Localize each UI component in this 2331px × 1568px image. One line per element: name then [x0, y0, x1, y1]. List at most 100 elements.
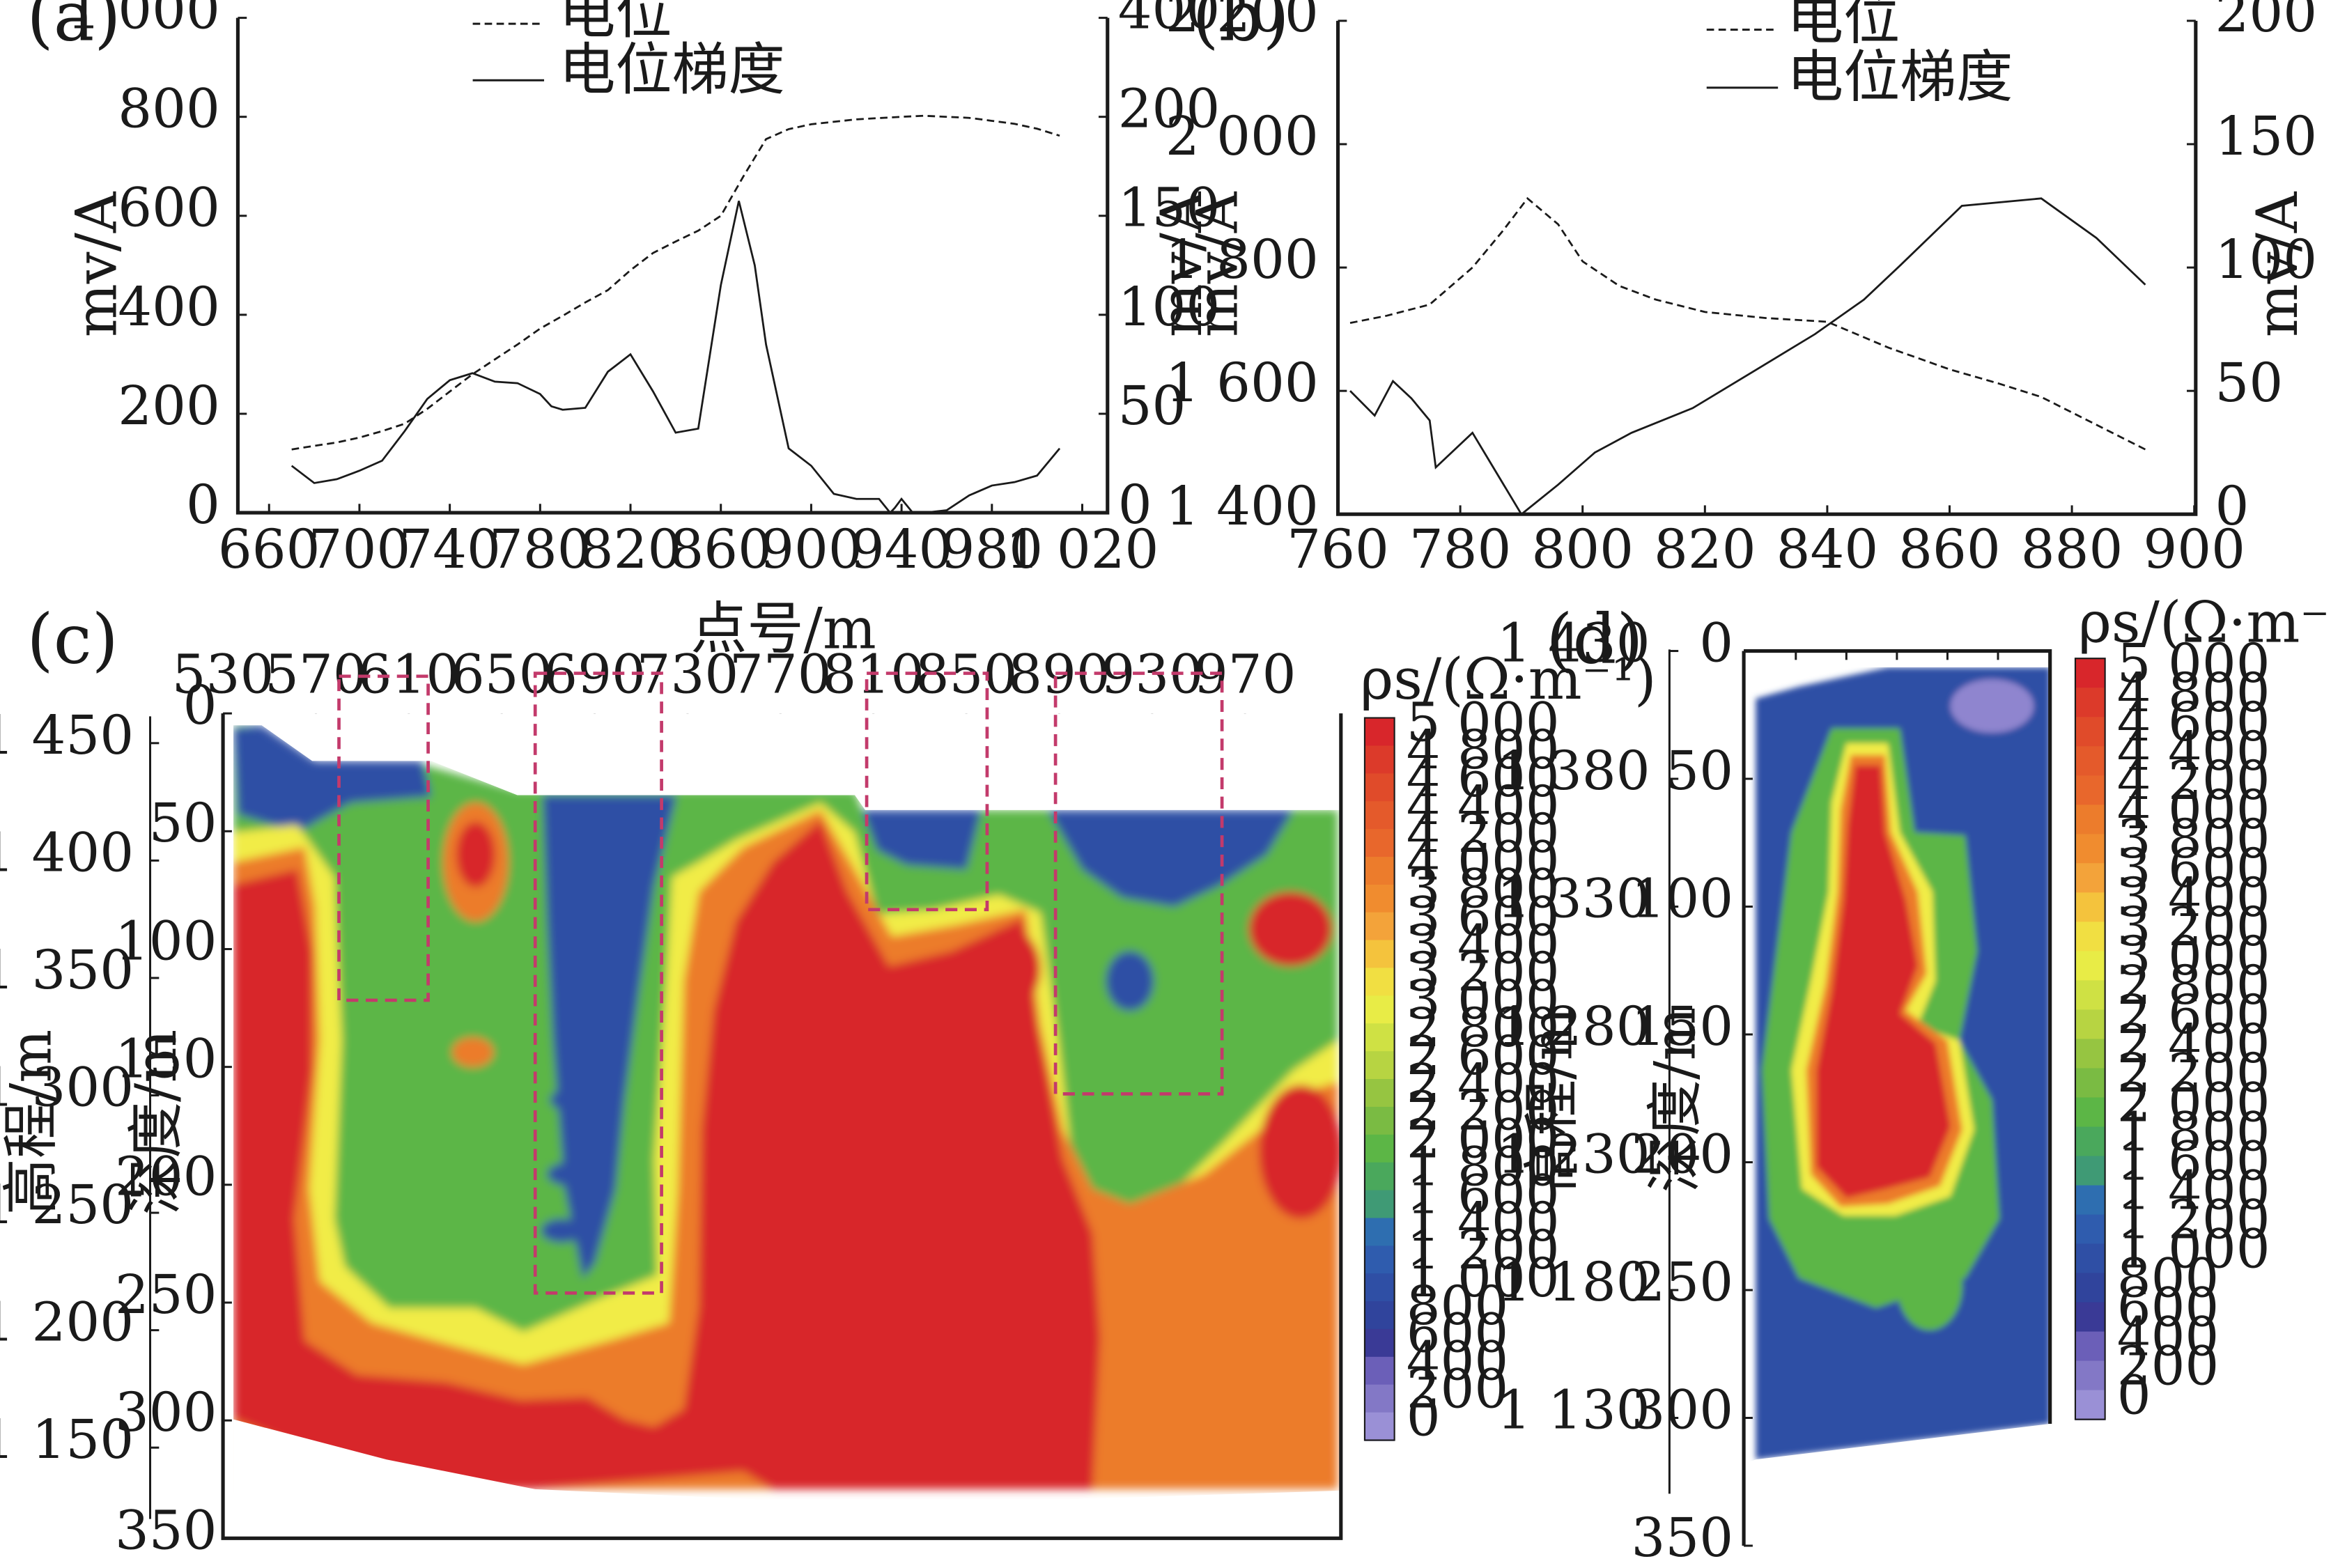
- colorbar-swatch: [1364, 1051, 1395, 1080]
- x-tick-label: 760: [1287, 519, 1389, 581]
- colorbar-tick-label: 4 600: [1407, 747, 1560, 809]
- y2-tick-label: 400: [1118, 0, 1221, 42]
- series-potential-line: [291, 114, 1060, 451]
- colorbar-swatch: [1364, 1273, 1395, 1303]
- highlight-box-2: [533, 672, 663, 1295]
- colorbar-swatch: [1364, 1106, 1395, 1136]
- elevation-tick-label: 1 380: [1497, 740, 1650, 802]
- colorbar-swatch: [2075, 1331, 2105, 1362]
- panel-c-blank-lower: [233, 1419, 1341, 1539]
- colorbar-tick-label: 4 800: [2117, 662, 2270, 724]
- panel-a-label: (a): [26, 0, 121, 57]
- colorbar-tick-label: 3 600: [1407, 886, 1560, 948]
- colorbar-tick-label: 1 600: [1407, 1164, 1560, 1226]
- colorbar-tick-label: 1 600: [2117, 1131, 2270, 1193]
- colorbar-tick-label: 1 800: [2117, 1101, 2270, 1163]
- y2-tick-label: 0: [1118, 474, 1152, 536]
- depth-tick-label: 300: [1632, 1379, 1734, 1441]
- colorbar-swatch: [2075, 951, 2105, 981]
- depth-tick-label: 0: [183, 675, 217, 737]
- elevation-tick-label: 1 280: [1497, 996, 1650, 1058]
- contour-blob-east: [1248, 892, 1332, 966]
- colorbar-tick-label: 3 800: [2117, 809, 2270, 871]
- contour-blob-east-lower: [1259, 1085, 1341, 1219]
- x-tick-label: 780: [489, 519, 591, 581]
- colorbar-swatch: [1364, 717, 1395, 747]
- colorbar-tick-label: 800: [1407, 1275, 1509, 1337]
- colorbar-swatch: [1364, 857, 1395, 886]
- colorbar-tick-label: 400: [1407, 1331, 1509, 1393]
- colorbar-tick-label: 4 200: [2117, 750, 2270, 812]
- y2-tick-label: 200: [1118, 79, 1221, 141]
- x-tick-label: 860: [669, 519, 772, 581]
- colorbar-tick-label: 3 400: [2117, 867, 2270, 929]
- x-tick-label: 900: [2143, 519, 2245, 581]
- x-tick-label: 530: [172, 644, 274, 706]
- elevation-tick-label: 1 150: [0, 1409, 134, 1471]
- x-tick-label: 820: [580, 519, 682, 581]
- panel-c-blank-upper: [223, 713, 1341, 1539]
- panel-c-depth-label: 深度/m: [124, 1030, 189, 1215]
- y2-tick-label: 150: [2215, 106, 2318, 168]
- contour-blob-trough-3: [547, 1162, 595, 1186]
- depth-tick-label: 350: [115, 1500, 217, 1562]
- contour-region-blue-trough: [542, 795, 676, 1278]
- colorbar-swatch: [1364, 829, 1395, 858]
- colorbar-tick-label: 5 000: [1407, 692, 1560, 754]
- panel-b-axes: [1335, 20, 2198, 516]
- depth-tick-label: 250: [1632, 1252, 1734, 1314]
- colorbar-swatch: [2075, 922, 2105, 952]
- depth-tick-label: 200: [115, 1147, 217, 1209]
- x-tick-label: 970: [1194, 644, 1296, 706]
- colorbar-swatch: [1364, 940, 1395, 969]
- panel-b-y-label: mv/A: [1185, 191, 1250, 337]
- panel-b-y2-label: mv/A: [2245, 191, 2311, 337]
- colorbar-tick-label: 3 000: [2117, 926, 2270, 988]
- colorbar-tick-label: 4 000: [2117, 779, 2270, 841]
- panel-c-depth-axis: [221, 713, 1343, 1540]
- colorbar-tick-label: 2 600: [2117, 984, 2270, 1046]
- colorbar-swatch: [1364, 968, 1395, 997]
- y2-tick-label: 0: [2215, 476, 2249, 538]
- elevation-tick-label: 1 430: [1497, 612, 1650, 674]
- colorbar-tick-label: 1 200: [2117, 1189, 2270, 1251]
- y2-tick-label: 100: [2215, 229, 2318, 291]
- colorbar-swatch: [1364, 1190, 1395, 1219]
- y-tick-label: 2 000: [1166, 106, 1319, 168]
- contour-blob-blue: [1106, 951, 1154, 1011]
- colorbar-swatch: [1364, 1023, 1395, 1053]
- y-tick-label: 400: [118, 277, 220, 339]
- contour-blob-green-se: [1896, 1241, 1962, 1330]
- depth-tick-label: 200: [1632, 1124, 1734, 1186]
- depth-tick-label: 250: [115, 1264, 217, 1326]
- colorbar-tick-label: 2 000: [1407, 1109, 1560, 1171]
- colorbar-swatch: [2075, 1243, 2105, 1274]
- depth-tick-label: 300: [115, 1382, 217, 1444]
- panel-a-left-axis: [235, 17, 1110, 515]
- colorbar-swatch: [1364, 995, 1395, 1025]
- colorbar-tick-label: 1 200: [1407, 1220, 1560, 1282]
- panel-b-x-ticks: 760 780 800 820 840 860 880 900: [1287, 505, 2245, 581]
- x-tick-label: 570: [265, 644, 367, 706]
- panel-b-y-label-outer: mv/A: [1149, 191, 1215, 337]
- x-tick-label: 840: [1776, 519, 1879, 581]
- colorbar-tick-label: 2 400: [1407, 1053, 1560, 1115]
- colorbar-swatch: [2075, 1126, 2105, 1157]
- panel-c-label: (c): [26, 600, 118, 680]
- y-tick-label: 1 600: [1166, 352, 1319, 414]
- colorbar-tick-label: 1 400: [2117, 1160, 2270, 1222]
- colorbar-swatch: [1364, 884, 1395, 914]
- colorbar-swatch: [1364, 1134, 1395, 1164]
- x-tick-label: 880: [2021, 519, 2123, 581]
- panel-a-y2-ticks: 0 50 100 150 200 400: [1098, 0, 1221, 536]
- colorbar-swatch: [2075, 1214, 2105, 1245]
- panel-d-contour-map: [1744, 646, 2050, 1472]
- colorbar-swatch: [2075, 1097, 2105, 1128]
- colorbar-swatch: [2075, 1390, 2105, 1420]
- legend-label-gradient: 电位梯度: [1787, 45, 2013, 111]
- depth-tick-label: 150: [1632, 996, 1734, 1058]
- contour-region-blue-north: [862, 809, 982, 870]
- colorbar-tick-label: 800: [2117, 1248, 2220, 1310]
